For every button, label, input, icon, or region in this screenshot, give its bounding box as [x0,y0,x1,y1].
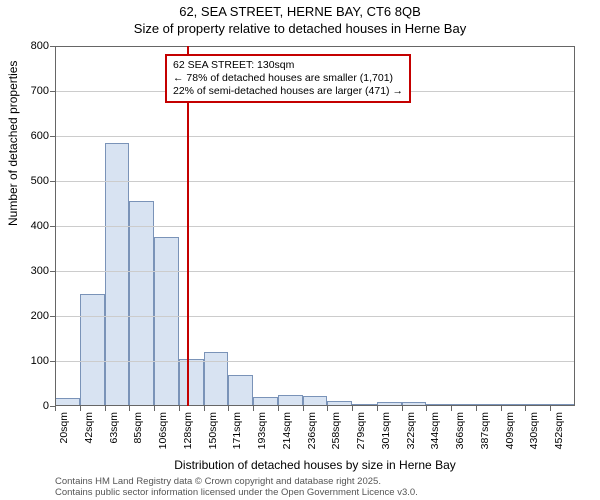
footer-line-2: Contains public sector information licen… [55,487,418,498]
xtick-mark [476,406,477,411]
xtick-mark [426,406,427,411]
xtick-mark [525,406,526,411]
xtick-mark [253,406,254,411]
xtick-label: 42sqm [83,412,95,444]
xtick-label: 322sqm [405,412,417,449]
xtick-label: 366sqm [454,412,466,449]
xtick-label: 128sqm [182,412,194,449]
ytick-label: 400 [15,220,55,232]
xtick-mark [327,406,328,411]
xtick-label: 301sqm [380,412,392,449]
title-line-1: 62, SEA STREET, HERNE BAY, CT6 8QB [0,4,600,21]
xtick-label: 258sqm [330,412,342,449]
xtick-label: 85sqm [132,412,144,444]
ytick-label: 500 [15,175,55,187]
ytick-label: 100 [15,355,55,367]
chart-title: 62, SEA STREET, HERNE BAY, CT6 8QB Size … [0,0,600,38]
xtick-label: 344sqm [429,412,441,449]
xtick-label: 387sqm [479,412,491,449]
xtick-label: 409sqm [504,412,516,449]
xtick-label: 214sqm [281,412,293,449]
footer: Contains HM Land Registry data © Crown c… [55,476,418,499]
xtick-mark [204,406,205,411]
xtick-label: 236sqm [306,412,318,449]
xtick-mark [55,406,56,411]
chart-container: 62, SEA STREET, HERNE BAY, CT6 8QB Size … [0,0,600,500]
xtick-label: 63sqm [108,412,120,444]
xtick-label: 193sqm [256,412,268,449]
xtick-mark [105,406,106,411]
xtick-label: 20sqm [58,412,70,444]
ytick-label: 200 [15,310,55,322]
xtick-mark [154,406,155,411]
xtick-mark [179,406,180,411]
xtick-mark [377,406,378,411]
xtick-mark [451,406,452,411]
xtick-label: 171sqm [231,412,243,449]
footer-line-1: Contains HM Land Registry data © Crown c… [55,476,418,487]
plot-area: 62 SEA STREET: 130sqm ← 78% of detached … [55,46,575,406]
xtick-label: 452sqm [553,412,565,449]
xtick-mark [303,406,304,411]
ytick-label: 0 [15,400,55,412]
xtick-mark [278,406,279,411]
annotation-line-2: ← 78% of detached houses are smaller (1,… [173,72,403,85]
ytick-label: 600 [15,130,55,142]
x-axis-label: Distribution of detached houses by size … [55,458,575,472]
xtick-mark [129,406,130,411]
annotation-line-1: 62 SEA STREET: 130sqm [173,59,403,72]
xtick-mark [402,406,403,411]
xtick-mark [501,406,502,411]
xtick-mark [228,406,229,411]
annotation-line-3: 22% of semi-detached houses are larger (… [173,85,403,98]
xtick-label: 279sqm [355,412,367,449]
xtick-label: 430sqm [528,412,540,449]
xtick-mark [550,406,551,411]
xtick-mark [352,406,353,411]
ytick-label: 800 [15,40,55,52]
ytick-label: 300 [15,265,55,277]
annotation-box: 62 SEA STREET: 130sqm ← 78% of detached … [165,54,411,103]
xtick-mark [80,406,81,411]
title-line-2: Size of property relative to detached ho… [0,21,600,38]
xtick-label: 150sqm [207,412,219,449]
ytick-label: 700 [15,85,55,97]
xtick-label: 106sqm [157,412,169,449]
